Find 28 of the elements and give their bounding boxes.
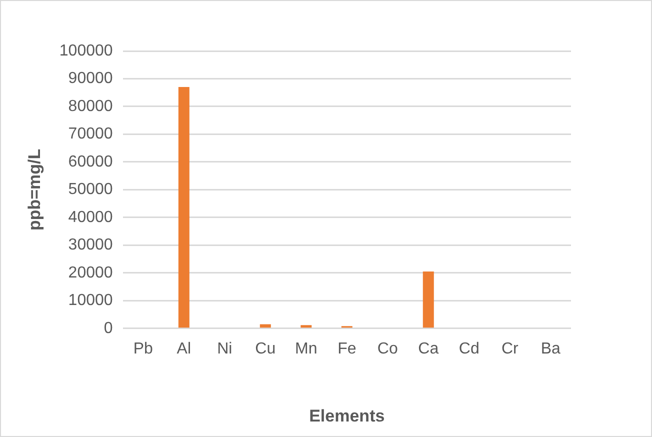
y-tick-label: 90000 [68, 70, 113, 88]
bar [422, 272, 434, 328]
y-tick-label: 0 [104, 320, 113, 337]
y-tick-label: 20000 [68, 264, 113, 282]
x-tick-label: Fe [338, 340, 356, 358]
y-tick-label: 80000 [68, 98, 113, 115]
y-tick-label: 50000 [68, 181, 113, 198]
x-tick-label: Cd [458, 340, 480, 358]
x-tick-label: Ca [418, 340, 439, 358]
y-tick-label: 100000 [59, 42, 113, 60]
y-tick-label: 70000 [68, 126, 113, 143]
x-tick-label: Ni [217, 340, 232, 358]
bar [300, 325, 312, 328]
y-tick-label: 30000 [68, 236, 113, 254]
y-tick-label: 10000 [68, 292, 113, 310]
x-tick-label: Cu [255, 340, 276, 358]
x-tick-label: Mn [295, 340, 318, 358]
x-tick-label: Al [176, 340, 192, 358]
x-tick-label: Co [377, 340, 398, 358]
x-tick-label: Cr [501, 340, 519, 358]
bar [178, 87, 190, 328]
y-tick-label: 60000 [68, 153, 113, 170]
x-axis-title: Elements [309, 406, 385, 426]
bar [260, 324, 271, 328]
y-axis-title: ppb=mg/L [24, 148, 44, 231]
x-tick-label: Ba [540, 340, 561, 358]
x-tick-label: Pb [133, 340, 154, 358]
y-tick-label: 40000 [68, 208, 113, 226]
